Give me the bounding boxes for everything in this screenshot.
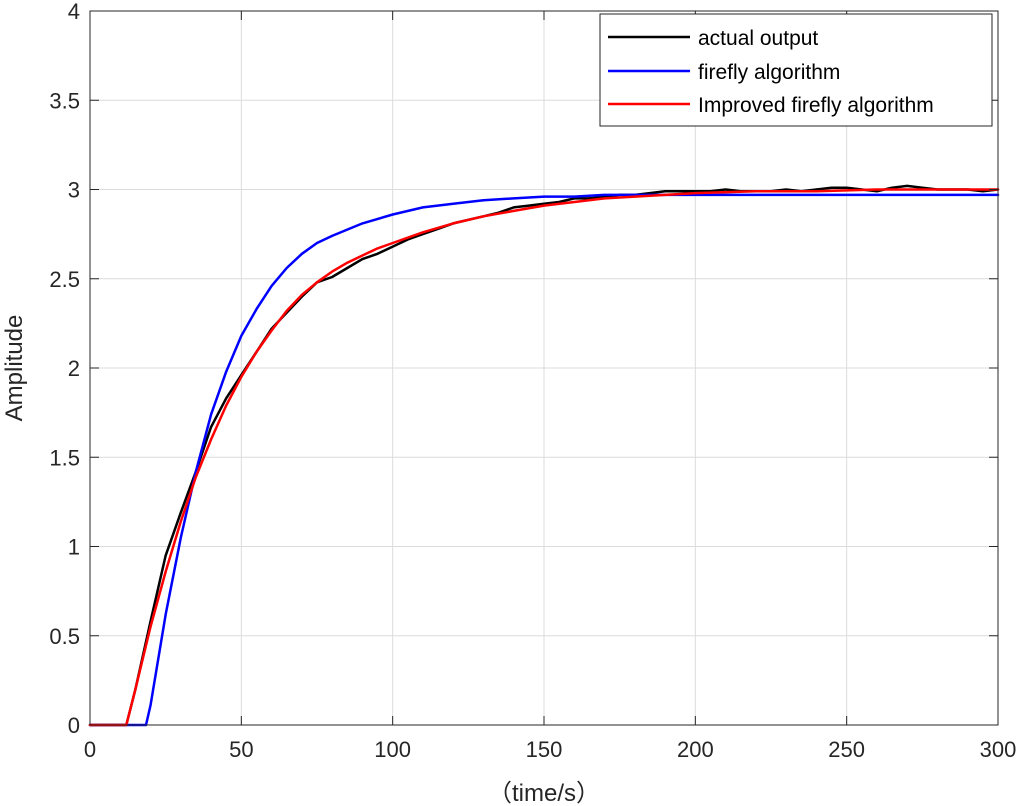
x-tick-label: 300 [980,737,1017,762]
legend-label-actual-output: actual output [698,27,818,50]
y-tick-label: 1 [68,535,80,560]
y-tick-label: 0.5 [49,624,80,649]
x-tick-label: 150 [526,737,563,762]
y-tick-label: 2.5 [49,267,80,292]
y-axis-title: Amplitude [1,315,28,422]
x-tick-label: 100 [374,737,411,762]
x-tick-label: 50 [229,737,253,762]
tick-labels: 0 50 100 150 200 250 300 0 0.5 1 1.5 2 2.5 3 3.5 4 [49,0,1016,762]
y-tick-label: 2 [68,356,80,381]
y-tick-label: 3 [68,178,80,203]
y-tick-label: 4 [68,0,80,24]
x-axis-title: （time/s） [488,780,600,806]
legend: actual output firefly algorithm Improved… [599,13,993,127]
legend-label-improved-firefly-algorithm: Improved firefly algorithm [698,94,934,117]
x-tick-label: 0 [84,737,96,762]
x-tick-label: 250 [828,737,865,762]
series-line-firefly-algorithm [88,193,1000,727]
y-tick-label: 0 [68,713,80,738]
legend-label-firefly-algorithm: firefly algorithm [698,61,840,84]
y-tick-label: 1.5 [49,445,80,470]
series-layer [88,184,1000,727]
y-tick-label: 3.5 [49,88,80,113]
series-line-improved-firefly-algorithm [88,188,1000,727]
x-tick-label: 200 [677,737,714,762]
